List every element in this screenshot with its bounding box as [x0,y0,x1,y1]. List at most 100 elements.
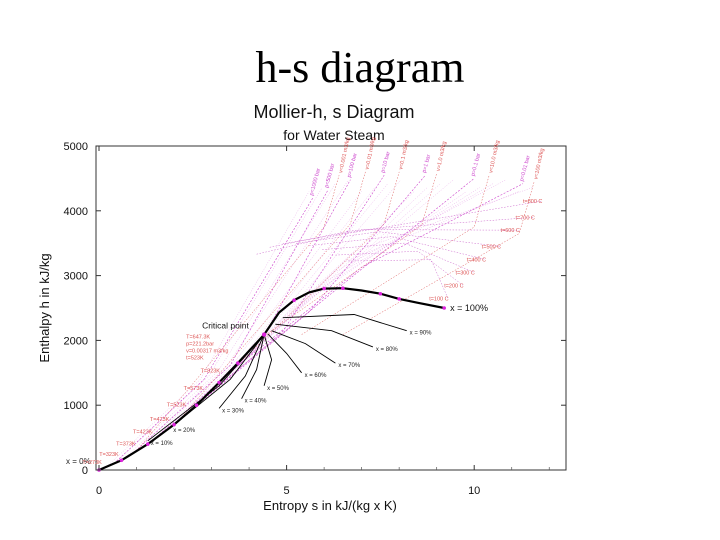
y-tick-label: 5000 [64,141,88,153]
quality-label: x = 30% [222,408,245,414]
isotherm-line [282,229,520,245]
marker-points [97,286,446,472]
isotherm-line [309,236,486,260]
marker-point [172,422,176,427]
x-tick-label: 5 [284,485,290,497]
isochore-label: v=0.1 m3/kg [398,140,410,171]
isotherm-line [335,250,464,286]
quality-line [263,334,273,386]
chart-subtitle: for Water Steam [283,127,384,143]
isochore-line [260,173,437,339]
axes: 0 1000 2000 3000 4000 5000 0 5 10 [64,141,566,497]
critical-point-annotation: T=647.3K [186,335,210,341]
isobar-line [124,183,336,459]
liquid-isotherm-label: T=523K [167,402,187,408]
quality-line [271,330,336,364]
critical-point-label: Critical point [202,321,249,331]
quality-line [218,334,265,409]
quality-label: x = 60% [305,373,328,379]
liquid-isotherm-label: T=273K [82,460,102,466]
isotherm-label: t=300 C [455,270,474,276]
quality-label: x = 40% [245,399,268,405]
critical-point-annotation: p=221.2bar [186,342,214,348]
liquid-isotherm-label: T=373K [116,442,136,448]
saturation-liquid-label: x = 0% [66,457,91,466]
isobar-label: p=100 bar [347,152,359,178]
quality-label: x = 50% [267,386,290,392]
isobar-line [259,187,533,340]
quality-line [267,333,302,374]
y-tick-label: 1000 [64,400,88,412]
isotherm-line [269,217,535,248]
liquid-isotherm-label: T=823K [201,369,221,375]
marker-point [119,458,124,463]
isotherm-line [295,231,501,247]
liquid-isotherm-label: T=423K [133,430,153,436]
marker-point [378,291,383,296]
marker-point [145,442,150,446]
x-tick-label: 0 [96,485,102,497]
x-tick-label: 10 [468,485,480,497]
marker-point [442,306,446,310]
liquid-isotherm-label: T=473K [150,417,170,423]
chart-title-group: Mollier-h, s Diagram for Water Steam [253,102,414,143]
isobar-line [226,183,524,375]
isobar-label: p=10 bar [380,151,391,174]
isobar-line [113,197,314,464]
isobar-label: p=1 bar [422,154,433,174]
critical-point-annotation: t=523K [186,356,204,362]
isochore-line [218,171,400,383]
quality-line [275,323,374,348]
marker-point [322,286,326,291]
liquid-isotherm-label: T=323K [99,452,119,458]
isobar-line [205,179,454,397]
isobar-line [142,191,362,448]
isobar-line [115,187,323,464]
isobar-line [133,179,349,454]
marker-point [194,403,199,408]
plot-frame [95,145,567,471]
isochore-label: v=10.0 m3/kg [488,140,501,174]
isotherm-label: t=600 C [500,228,519,234]
isobar-line [169,179,402,429]
critical-point-marker [261,332,267,337]
isobar-label: p=0.01 bar [519,155,532,182]
isobar-line [241,179,507,360]
isobar-label: p=0.1 bar [470,153,482,177]
y-tick-label: 4000 [64,206,88,218]
x-axis-label: Entropy s in kJ/(kg x K) [263,498,397,513]
y-tick-label: 3000 [64,271,88,283]
isobar-label: p=1000 bar [309,168,322,197]
isochore-line [136,175,340,452]
marker-point [236,361,240,365]
isotherm-line [256,200,542,255]
isochore-line [177,171,366,422]
isobar-line [250,191,520,350]
y-tick-label: 0 [82,465,88,477]
critical-point-annotation: v=0.00317 m3/kg [186,349,228,355]
marker-point [292,298,296,303]
slide-title: h-s diagram [255,43,465,92]
isoline-labels: p=1000 bar p=500 bar p=100 bar p=10 bar p=1 … [66,137,546,466]
quality-line [241,334,265,399]
quality-label: x = 10% [151,441,174,447]
isotherm-label: t=700 C [515,215,534,221]
chart-title: Mollier-h, s Diagram [253,102,414,122]
isobar-line [214,191,467,388]
isotherm-label: t=500 C [482,244,501,250]
marker-point [217,380,221,385]
y-axis-label: Enthalpy h in kJ/kg [37,253,52,362]
marker-point [397,297,401,301]
isobar-line [232,183,494,369]
isobar-line [160,183,389,435]
quality-line [282,314,407,332]
quality-label: x = 80% [376,347,399,353]
isotherm-label: t=200 C [444,283,463,289]
isobar-line [106,191,310,467]
isotherm-line [348,259,449,299]
quality-label: x = 70% [338,363,361,369]
saturation-vapor-label: x = 100% [450,303,488,313]
isochore-label: v=100 m3/kg [533,148,545,180]
quality-label: x = 20% [173,428,196,434]
